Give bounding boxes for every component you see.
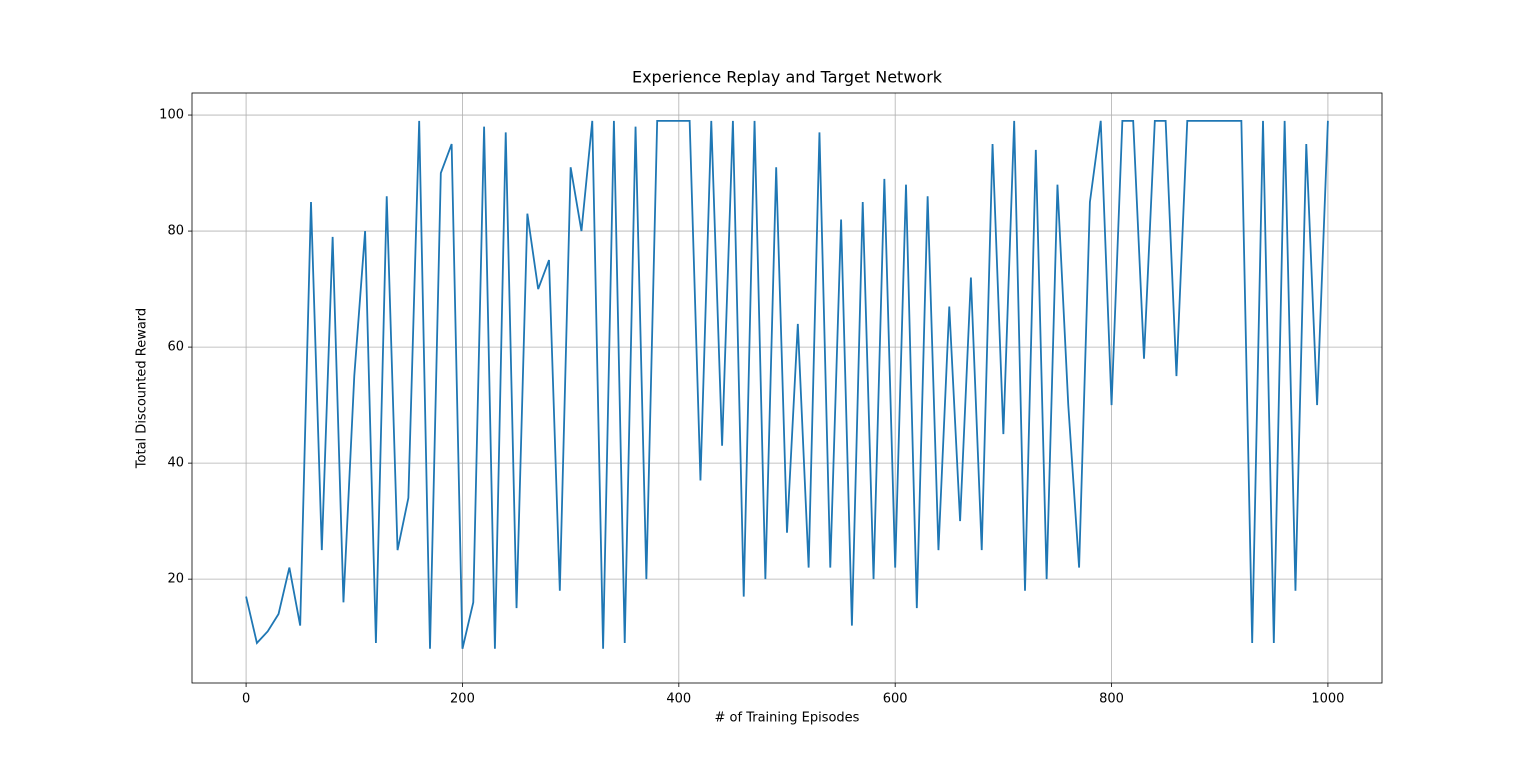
data-line <box>245 119 1329 649</box>
x-tick-label: 800 <box>1099 692 1124 707</box>
x-tick-label: 600 <box>883 692 908 707</box>
x-tick-label: 200 <box>450 692 475 707</box>
y-axis-label: Total Discounted Reward <box>135 308 150 469</box>
chart-title: Experience Replay and Target Network <box>632 68 943 87</box>
x-axis-label: # of Training Episodes <box>715 711 860 726</box>
y-tick-label: 20 <box>167 572 184 587</box>
x-tick-label: 0 <box>242 692 250 707</box>
y-tick-label: 40 <box>167 456 184 471</box>
y-tick-label: 80 <box>167 224 184 239</box>
x-tick-label: 1000 <box>1311 692 1344 707</box>
y-tick-label: 60 <box>167 340 184 355</box>
y-tick-label: 100 <box>159 108 184 123</box>
plot-frame <box>191 92 1383 684</box>
x-tick-label: 400 <box>666 692 691 707</box>
